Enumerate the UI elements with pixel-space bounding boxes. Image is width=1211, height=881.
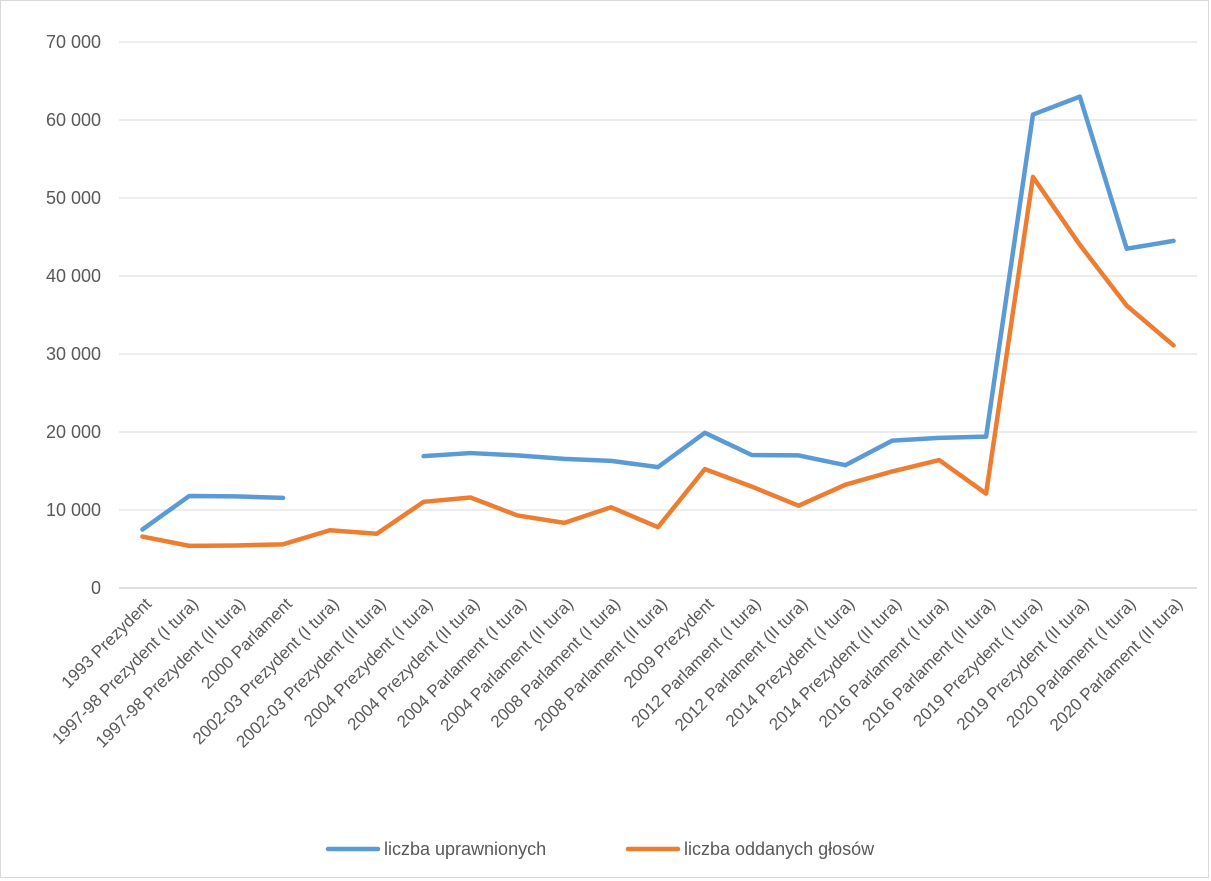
y-tick-label: 50 000	[46, 188, 101, 208]
y-tick-label: 70 000	[46, 32, 101, 52]
y-axis: 0 10 000 20 000 30 000 40 000 50 000 60 000 70 …	[46, 32, 101, 598]
series-line-1	[140, 94, 1176, 532]
legend: liczba uprawnionych liczba oddanych głosó…	[325, 839, 875, 859]
legend-label-1: liczba uprawnionych	[384, 839, 546, 859]
gridlines	[119, 41, 1197, 589]
y-tick-label: 0	[91, 578, 101, 598]
y-tick-label: 10 000	[46, 500, 101, 520]
y-tick-label: 60 000	[46, 110, 101, 130]
series-line-2	[140, 174, 1176, 549]
legend-label-2: liczba oddanych głosów	[684, 839, 875, 859]
y-tick-label: 30 000	[46, 344, 101, 364]
series-lines	[140, 94, 1176, 549]
y-tick-label: 20 000	[46, 422, 101, 442]
y-tick-label: 40 000	[46, 266, 101, 286]
